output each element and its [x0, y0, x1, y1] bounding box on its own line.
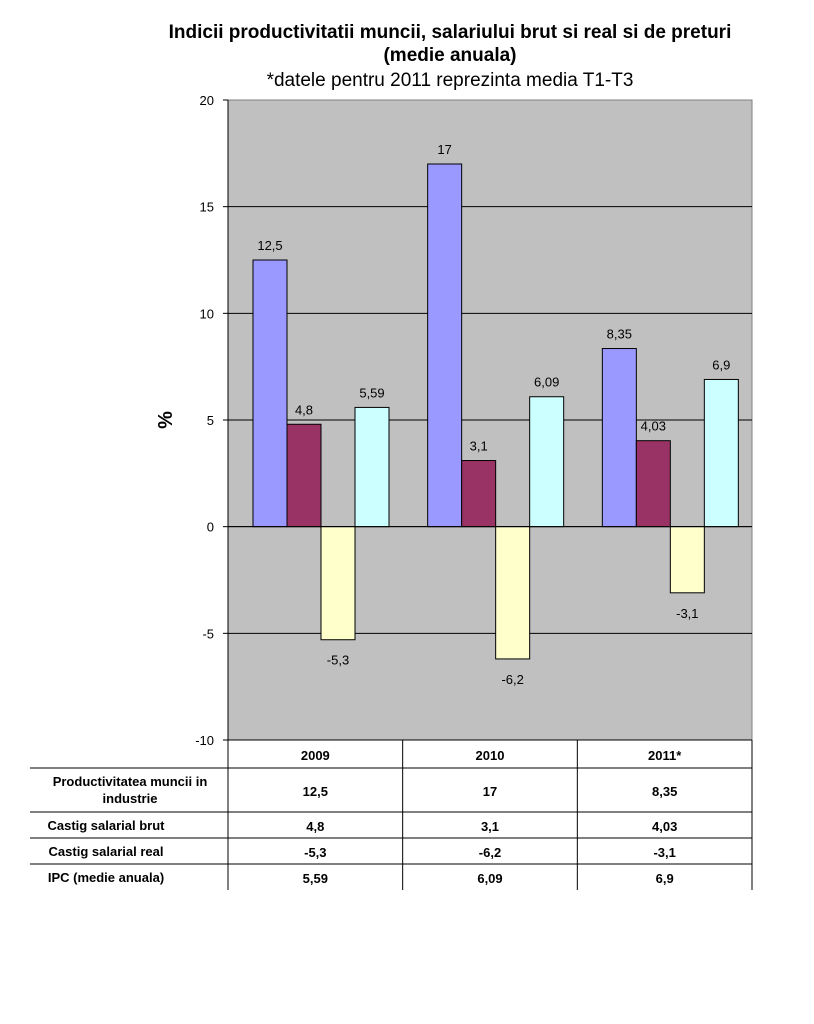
table-cell: 6,09	[477, 871, 502, 886]
bar	[354, 406, 390, 528]
table-cell: 8,35	[652, 784, 677, 799]
table-cell: 17	[483, 784, 497, 799]
bar	[635, 440, 671, 528]
data-label: -6,2	[501, 672, 523, 687]
legend-entry: IPC (medie anuala)	[48, 870, 164, 885]
data-label: 6,09	[534, 375, 559, 390]
table-cell: 3,1	[481, 819, 499, 834]
table-cell: -5,3	[304, 845, 326, 860]
y-tick-label: -5	[202, 626, 214, 641]
data-label: 4,03	[641, 419, 666, 434]
data-label: 12,5	[257, 238, 282, 253]
x-category-label: 2010	[476, 748, 505, 763]
y-tick-label: 10	[200, 306, 214, 321]
chart-title: Indicii productivitatii muncii, salariul…	[168, 22, 732, 43]
table-cell: -6,2	[479, 845, 501, 860]
data-label: 4,8	[295, 402, 313, 417]
x-category-label: 2009	[301, 748, 330, 763]
y-tick-label: -10	[195, 733, 214, 748]
data-label: -5,3	[327, 653, 349, 668]
data-label: 5,59	[359, 385, 384, 400]
table-cell: 4,03	[652, 819, 677, 834]
data-label: 17	[437, 142, 451, 157]
bar	[427, 163, 463, 528]
bar	[320, 526, 356, 641]
table-cell: 5,59	[303, 871, 328, 886]
legend-entry: Castig salarial brut	[47, 818, 165, 833]
bar	[703, 378, 739, 528]
data-label: 3,1	[470, 439, 488, 454]
bar	[601, 348, 637, 528]
table-cell: -3,1	[653, 845, 675, 860]
chart-subtitle: *datele pentru 2011 reprezinta media T1-…	[266, 70, 634, 91]
bar	[252, 259, 288, 528]
data-label: -3,1	[676, 606, 698, 621]
bar	[461, 460, 497, 528]
legend-entry: Castig salarial real	[49, 844, 164, 859]
data-label: 8,35	[607, 327, 632, 342]
bar	[495, 526, 531, 660]
legend-entry: Productivitatea muncii in industrie	[53, 774, 208, 806]
y-tick-label: 0	[207, 520, 214, 535]
y-tick-label: 20	[200, 93, 214, 108]
y-tick-label: 15	[200, 200, 214, 215]
bar	[669, 526, 705, 594]
table-cell: 6,9	[656, 871, 674, 886]
data-label: 6,9	[712, 357, 730, 372]
bar	[286, 423, 322, 528]
table-cell: 4,8	[306, 819, 324, 834]
y-tick-label: 5	[207, 413, 214, 428]
y-axis-label: %	[155, 411, 177, 429]
x-category-label: 2011*	[648, 748, 682, 763]
table-cell: 12,5	[303, 784, 328, 799]
bar	[529, 396, 565, 528]
chart-title-line2: (medie anuala)	[383, 45, 517, 66]
